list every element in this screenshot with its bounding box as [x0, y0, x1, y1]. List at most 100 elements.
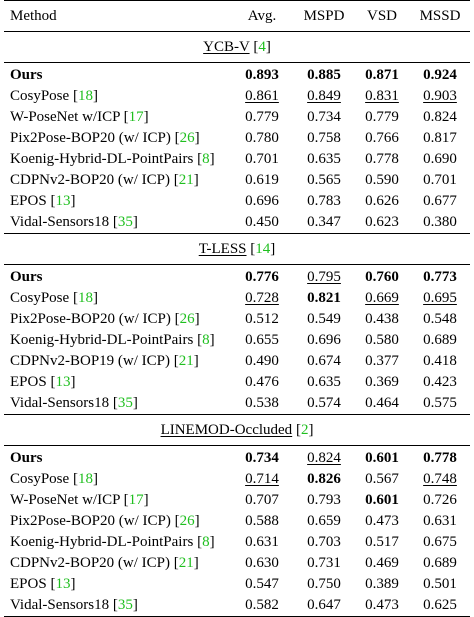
section-name: YCB-V — [203, 39, 250, 55]
citation-link[interactable]: 14 — [255, 241, 271, 257]
avg-value: 0.450 — [245, 214, 279, 230]
vsd-value: 0.473 — [365, 513, 399, 529]
avg-cell: 0.538 — [230, 393, 294, 415]
results-table-container: Method Avg. MSPD VSD MSSD YCB-V [4] Ours 0… — [4, 0, 470, 617]
method-name: Vidal-Sensors18 — [10, 395, 110, 411]
avg-value: 0.893 — [245, 67, 279, 83]
mssd-value: 0.689 — [423, 332, 457, 348]
mssd-value: 0.418 — [423, 353, 457, 369]
method-cell: Ours — [4, 63, 230, 87]
method-name: Koenig-Hybrid-DL-PointPairs — [10, 534, 194, 550]
section-header-row: LINEMOD-Occluded [2] — [4, 414, 470, 446]
mspd-value: 0.696 — [307, 332, 341, 348]
vsd-cell: 0.389 — [354, 574, 410, 595]
vsd-value: 0.601 — [365, 450, 399, 466]
citation-link[interactable]: 35 — [117, 214, 133, 230]
mspd-value: 0.750 — [307, 576, 341, 592]
avg-value: 0.780 — [245, 130, 279, 146]
method-cell: Koenig-Hybrid-DL-PointPairs [8] — [10, 151, 215, 167]
citation-link[interactable]: 17 — [128, 109, 144, 125]
mspd-cell: 0.659 — [294, 511, 354, 532]
vsd-cell: 0.369 — [354, 372, 410, 393]
method-name: CDPNv2-BOP20 (w/ ICP) — [10, 555, 171, 571]
avg-cell: 0.476 — [230, 372, 294, 393]
citation-link[interactable]: 35 — [117, 597, 133, 613]
method-cell: Pix2Pose-BOP20 (w/ ICP) [26] — [10, 130, 200, 146]
citation-link[interactable]: 17 — [128, 492, 144, 508]
mssd-cell: 0.677 — [410, 191, 470, 212]
mssd-cell: 0.418 — [410, 351, 470, 372]
citation-link[interactable]: 26 — [179, 513, 195, 529]
table-row: EPOS [13] 0.476 0.635 0.369 0.423 — [4, 372, 470, 393]
citation-link[interactable]: 26 — [179, 311, 195, 327]
table-body: YCB-V [4] Ours 0.893 0.885 0.871 0.924 CosyPos… — [4, 31, 470, 617]
vsd-cell: 0.473 — [354, 511, 410, 532]
citation-link[interactable]: 18 — [77, 290, 93, 306]
citation-link[interactable]: 2 — [300, 422, 309, 438]
mspd-cell: 0.795 — [294, 265, 354, 289]
mspd-cell: 0.696 — [294, 330, 354, 351]
mspd-cell: 0.849 — [294, 86, 354, 107]
mssd-cell: 0.675 — [410, 532, 470, 553]
citation-link[interactable]: 26 — [179, 130, 195, 146]
method-name: Vidal-Sensors18 — [10, 597, 110, 613]
avg-value: 0.714 — [245, 471, 279, 487]
citation-link[interactable]: 8 — [202, 332, 210, 348]
vsd-cell: 0.473 — [354, 595, 410, 617]
mspd-value: 0.734 — [307, 109, 341, 125]
column-header-mssd: MSSD — [410, 0, 470, 32]
vsd-cell: 0.438 — [354, 309, 410, 330]
section-name: LINEMOD-Occluded — [160, 422, 293, 438]
mssd-value: 0.380 — [423, 214, 457, 230]
mspd-value: 0.758 — [307, 130, 341, 146]
vsd-cell: 0.831 — [354, 86, 410, 107]
method-cell: CosyPose [18] — [10, 290, 98, 306]
avg-value: 0.861 — [245, 88, 279, 104]
citation-link[interactable]: 21 — [178, 555, 194, 571]
citation-link[interactable]: 21 — [178, 172, 194, 188]
method-name: EPOS — [10, 576, 47, 592]
method-cell: W-PoseNet w/ICP [17] — [10, 109, 149, 125]
avg-value: 0.630 — [245, 555, 279, 571]
avg-cell: 0.547 — [230, 574, 294, 595]
mspd-cell: 0.793 — [294, 490, 354, 511]
results-table: Method Avg. MSPD VSD MSSD YCB-V [4] Ours 0… — [4, 0, 470, 617]
vsd-cell: 0.779 — [354, 107, 410, 128]
mspd-cell: 0.885 — [294, 63, 354, 87]
method-cell: CosyPose [18] — [10, 471, 98, 487]
mspd-value: 0.347 — [307, 214, 341, 230]
citation-link[interactable]: 18 — [77, 471, 93, 487]
avg-cell: 0.631 — [230, 532, 294, 553]
table-row: Pix2Pose-BOP20 (w/ ICP) [26] 0.512 0.549 0.… — [4, 309, 470, 330]
vsd-value: 0.831 — [365, 88, 399, 104]
table-row: EPOS [13] 0.547 0.750 0.389 0.501 — [4, 574, 470, 595]
citation-link[interactable]: 21 — [178, 353, 194, 369]
vsd-value: 0.580 — [365, 332, 399, 348]
vsd-cell: 0.601 — [354, 490, 410, 511]
citation-link[interactable]: 18 — [77, 88, 93, 104]
method-name: Ours — [10, 269, 43, 285]
vsd-cell: 0.766 — [354, 128, 410, 149]
vsd-value: 0.623 — [365, 214, 399, 230]
table-row: CosyPose [18] 0.861 0.849 0.831 0.903 — [4, 86, 470, 107]
citation-link[interactable]: 35 — [117, 395, 133, 411]
method-cell: EPOS [13] — [10, 193, 76, 209]
vsd-value: 0.377 — [365, 353, 399, 369]
avg-value: 0.734 — [245, 450, 279, 466]
mspd-cell: 0.731 — [294, 553, 354, 574]
method-cell: Vidal-Sensors18 [35] — [4, 595, 230, 617]
citation-link[interactable]: 4 — [258, 39, 266, 55]
mspd-cell: 0.549 — [294, 309, 354, 330]
citation-link[interactable]: 13 — [55, 576, 71, 592]
mspd-value: 0.849 — [307, 88, 341, 104]
mssd-cell: 0.924 — [410, 63, 470, 87]
avg-cell: 0.779 — [230, 107, 294, 128]
table-row: W-PoseNet w/ICP [17] 0.779 0.734 0.779 0.824 — [4, 107, 470, 128]
method-cell: W-PoseNet w/ICP [17] — [10, 492, 149, 508]
citation-link[interactable]: 13 — [55, 374, 71, 390]
citation-link[interactable]: 8 — [202, 151, 210, 167]
citation-link[interactable]: 8 — [202, 534, 210, 550]
citation-link[interactable]: 13 — [55, 193, 71, 209]
vsd-value: 0.601 — [365, 492, 399, 508]
mssd-value: 0.575 — [423, 395, 457, 411]
